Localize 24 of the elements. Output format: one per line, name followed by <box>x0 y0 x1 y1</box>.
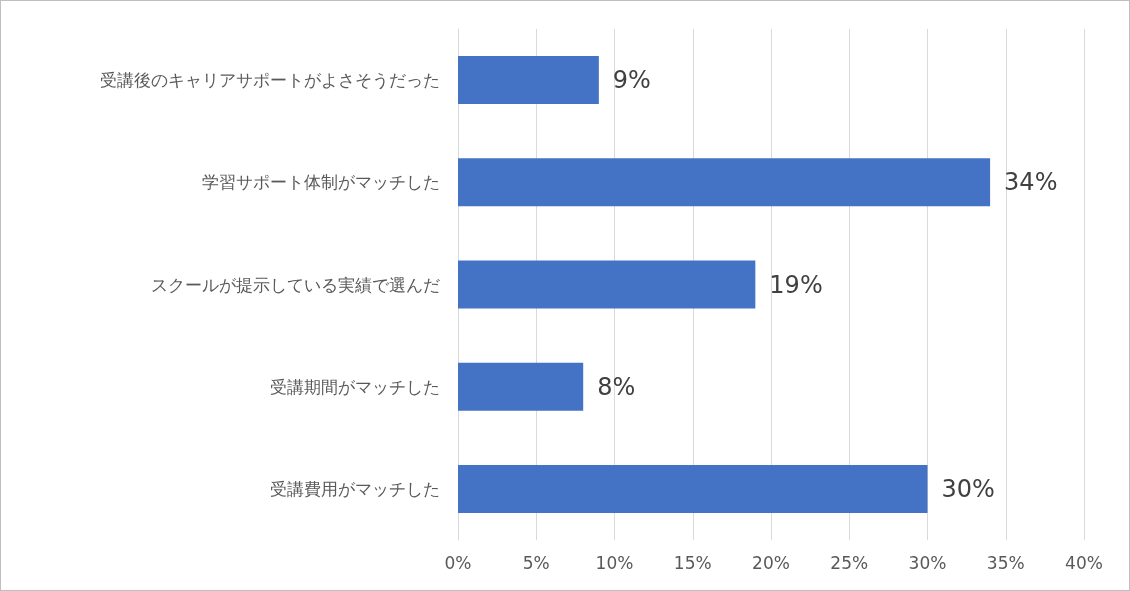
y-tick-label: 学習サポート体制がマッチした <box>202 172 440 193</box>
bar <box>458 362 584 411</box>
x-tick-label: 5% <box>522 552 550 573</box>
data-label: 8% <box>597 372 636 401</box>
y-tick-label: 受講費用がマッチした <box>270 478 440 499</box>
x-tick-label: 0% <box>444 552 472 573</box>
data-label: 30% <box>941 474 995 503</box>
x-tick-label: 30% <box>908 552 947 573</box>
bar <box>458 260 756 309</box>
data-label: 9% <box>612 66 651 95</box>
y-tick-label: 受講期間がマッチした <box>270 376 440 397</box>
data-label: 34% <box>1004 168 1058 197</box>
y-tick-label: 受講後のキャリアサポートがよさそうだった <box>100 70 440 91</box>
x-tick-label: 40% <box>1065 552 1103 573</box>
x-tick-label: 10% <box>595 552 634 573</box>
bar <box>458 158 991 207</box>
bar <box>458 464 928 513</box>
x-tick-label: 25% <box>830 552 869 573</box>
x-tick-label: 15% <box>673 552 712 573</box>
x-tick-label: 20% <box>752 552 790 573</box>
data-label: 19% <box>769 270 823 299</box>
y-tick-label: スクールが提示している実績で選んだ <box>151 274 440 295</box>
bar <box>458 56 599 105</box>
x-tick-label: 35% <box>986 552 1025 573</box>
